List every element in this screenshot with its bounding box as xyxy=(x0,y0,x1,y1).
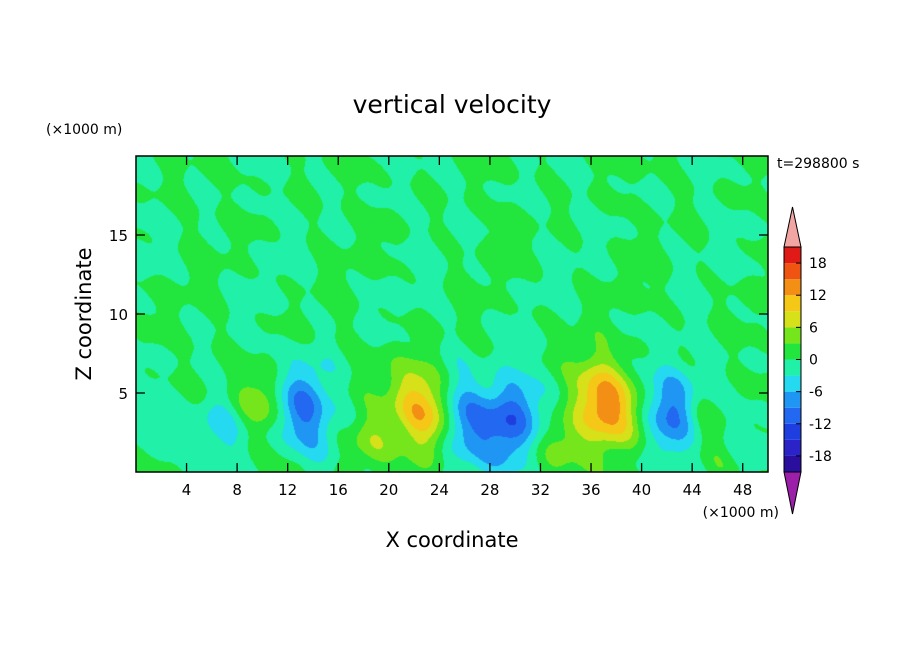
chart-title: vertical velocity xyxy=(353,90,552,119)
colorbar-tick-label: -18 xyxy=(809,449,832,465)
x-tick-label: 12 xyxy=(278,481,297,499)
colorbar-band xyxy=(784,423,801,440)
x-tick-label: 8 xyxy=(232,481,242,499)
colorbar-band xyxy=(784,263,801,280)
y-tick-label: 10 xyxy=(109,306,128,324)
x-axis-unit: (×1000 m) xyxy=(703,505,779,521)
colorbar-min-arrow xyxy=(783,471,802,515)
x-tick-label: 40 xyxy=(632,481,651,499)
colorbar-band xyxy=(784,439,801,456)
colorbar-tick-label: 18 xyxy=(809,256,827,272)
x-tick-label: 44 xyxy=(683,481,702,499)
x-tick-label: 16 xyxy=(329,481,348,499)
colorbar-band xyxy=(784,391,801,408)
colorbar-band xyxy=(784,375,801,392)
colorbar-band xyxy=(784,247,801,264)
x-axis-label: X coordinate xyxy=(385,528,518,552)
colorbar-band xyxy=(784,295,801,312)
x-tick-label: 20 xyxy=(379,481,398,499)
plot-area xyxy=(135,155,769,473)
x-axis: 4 8 12 16 20 24 28 32 36 40 44 48 xyxy=(182,156,752,499)
colorbar: 18 12 6 0 -6 -12 -18 xyxy=(783,206,832,515)
colorbar-tick-label: 12 xyxy=(809,288,827,304)
y-axis-unit: (×1000 m) xyxy=(46,122,122,138)
y-axis: 5 10 15 xyxy=(109,227,768,403)
colorbar-band xyxy=(784,455,801,472)
x-tick-label: 24 xyxy=(430,481,449,499)
y-tick-label: 15 xyxy=(109,227,128,245)
colorbar-tick-label: -12 xyxy=(809,417,832,433)
x-tick-label: 28 xyxy=(480,481,499,499)
colorbar-band xyxy=(784,279,801,296)
y-tick-label: 5 xyxy=(118,385,128,403)
x-tick-label: 32 xyxy=(531,481,550,499)
colorbar-max-arrow xyxy=(783,206,802,248)
velocity-field xyxy=(136,156,768,472)
y-axis-label: Z coordinate xyxy=(72,247,96,380)
colorbar-band xyxy=(784,407,801,424)
time-label: t=298800 s xyxy=(777,156,859,172)
x-tick-label: 4 xyxy=(182,481,192,499)
colorbar-tick-label: 6 xyxy=(809,320,818,336)
x-tick-label: 48 xyxy=(733,481,752,499)
colorbar-tick-label: -6 xyxy=(809,385,823,401)
colorbar-band xyxy=(784,343,801,360)
x-tick-label: 36 xyxy=(581,481,600,499)
colorbar-band xyxy=(784,359,801,376)
colorbar-band xyxy=(784,327,801,344)
colorbar-band xyxy=(784,311,801,328)
colorbar-tick-label: 0 xyxy=(809,353,818,369)
